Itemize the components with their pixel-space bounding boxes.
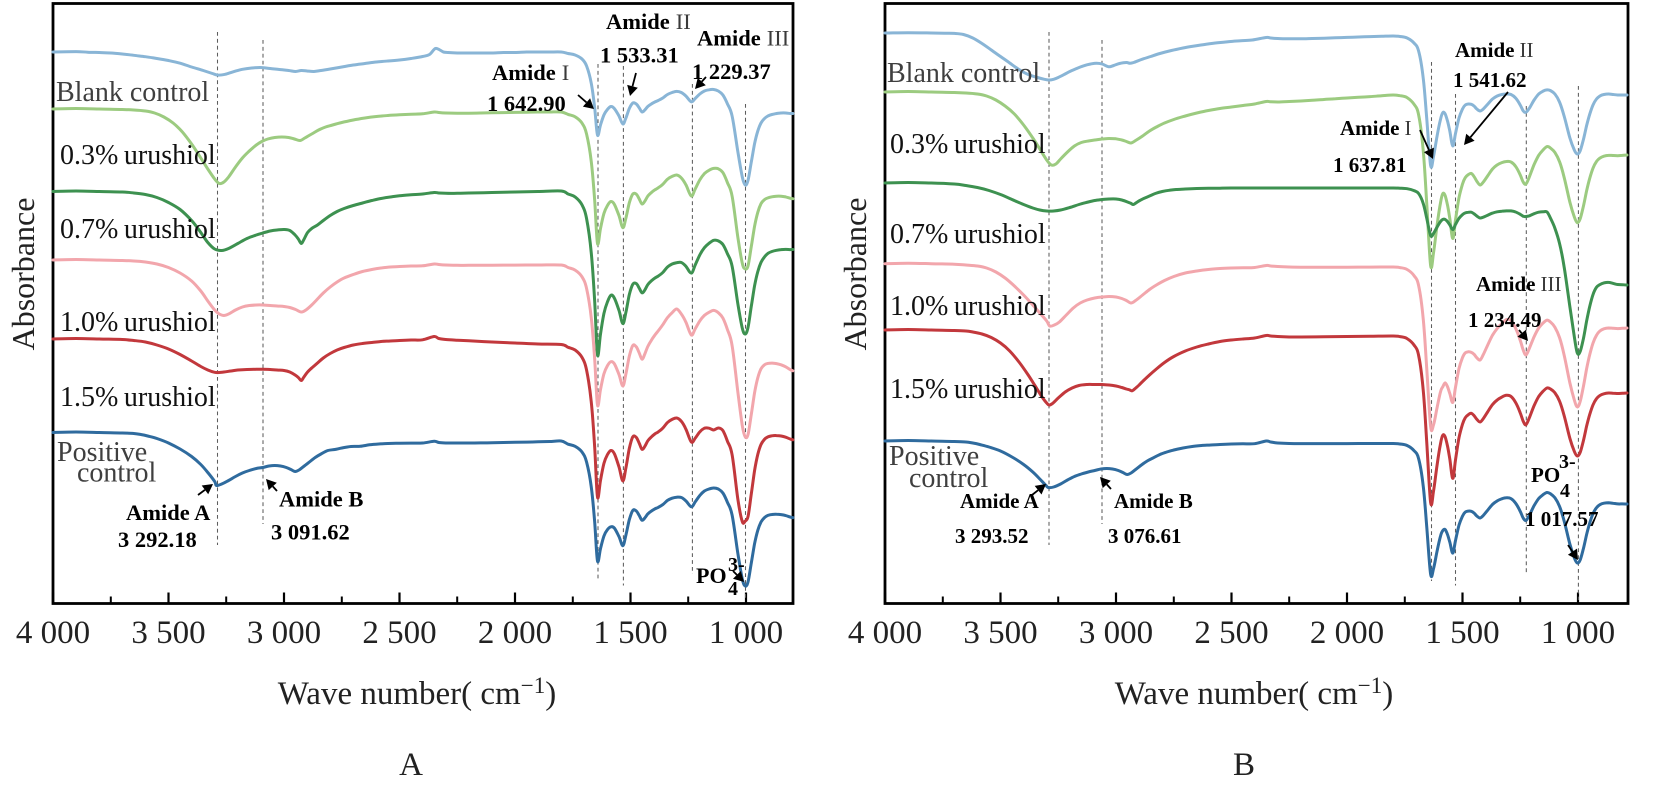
- svg-text:2 500: 2 500: [362, 615, 436, 651]
- svg-text:Wave number( cm−1): Wave number( cm−1): [1115, 673, 1393, 712]
- svg-text:1 000: 1 000: [709, 615, 783, 651]
- svg-text:3-: 3-: [728, 554, 745, 576]
- svg-text:1 642.90: 1 642.90: [487, 91, 566, 116]
- svg-text:1.5% urushiol: 1.5% urushiol: [60, 382, 216, 413]
- svg-text:3 500: 3 500: [131, 615, 205, 651]
- svg-text:3 293.52: 3 293.52: [955, 524, 1029, 548]
- svg-text:4: 4: [1560, 480, 1570, 502]
- svg-text:Amide A: Amide A: [126, 500, 211, 525]
- svg-text:2 500: 2 500: [1194, 615, 1268, 651]
- svg-text:Absorbance: Absorbance: [837, 198, 873, 351]
- svg-text:1 533.31: 1 533.31: [600, 43, 679, 68]
- svg-text:1 541.62: 1 541.62: [1453, 68, 1527, 92]
- svg-text:2 000: 2 000: [1310, 615, 1384, 651]
- svg-text:1 234.49: 1 234.49: [1468, 308, 1542, 332]
- svg-text:3 500: 3 500: [963, 615, 1037, 651]
- svg-text:Blank control: Blank control: [56, 77, 209, 108]
- svg-text:B: B: [1233, 747, 1255, 783]
- svg-text:A: A: [399, 747, 423, 783]
- svg-text:control: control: [77, 458, 157, 489]
- svg-text:1 017.57: 1 017.57: [1525, 507, 1599, 531]
- svg-text:3 076.61: 3 076.61: [1108, 524, 1182, 548]
- svg-text:0.7% urushiol: 0.7% urushiol: [890, 219, 1046, 250]
- svg-text:1 000: 1 000: [1541, 615, 1615, 651]
- svg-text:1.0% urushiol: 1.0% urushiol: [60, 307, 216, 338]
- svg-text:Amide B: Amide B: [1114, 489, 1193, 513]
- svg-text:PO: PO: [696, 563, 727, 588]
- svg-text:0.3% urushiol: 0.3% urushiol: [890, 129, 1046, 160]
- svg-text:Amide A: Amide A: [960, 489, 1040, 513]
- svg-text:2 000: 2 000: [478, 615, 552, 651]
- svg-text:3 292.18: 3 292.18: [118, 527, 197, 552]
- svg-text:4 000: 4 000: [848, 615, 922, 651]
- svg-text:Positive: Positive: [889, 441, 979, 472]
- svg-text:control: control: [909, 463, 989, 494]
- svg-text:Blank control: Blank control: [887, 58, 1040, 89]
- svg-text:1 637.81: 1 637.81: [1333, 153, 1407, 177]
- svg-text:Positive: Positive: [57, 437, 147, 468]
- svg-text:4: 4: [728, 578, 738, 600]
- svg-text:1 229.37: 1 229.37: [692, 59, 771, 84]
- svg-text:1.5% urushiol: 1.5% urushiol: [890, 374, 1046, 405]
- svg-text:PO: PO: [1531, 463, 1560, 487]
- svg-text:3 000: 3 000: [1079, 615, 1153, 651]
- svg-text:1 500: 1 500: [593, 615, 667, 651]
- svg-text:Amide B: Amide B: [279, 487, 363, 512]
- svg-text:3 000: 3 000: [247, 615, 321, 651]
- svg-text:4 000: 4 000: [16, 615, 90, 651]
- svg-text:Absorbance: Absorbance: [5, 198, 41, 351]
- svg-text:0.3% urushiol: 0.3% urushiol: [60, 140, 216, 171]
- svg-text:Wave number( cm−1): Wave number( cm−1): [278, 673, 556, 712]
- svg-text:3 091.62: 3 091.62: [271, 520, 350, 545]
- svg-text:3-: 3-: [1559, 451, 1576, 473]
- svg-text:0.7% urushiol: 0.7% urushiol: [60, 214, 216, 245]
- svg-text:1.0% urushiol: 1.0% urushiol: [890, 291, 1046, 322]
- svg-text:1 500: 1 500: [1425, 615, 1499, 651]
